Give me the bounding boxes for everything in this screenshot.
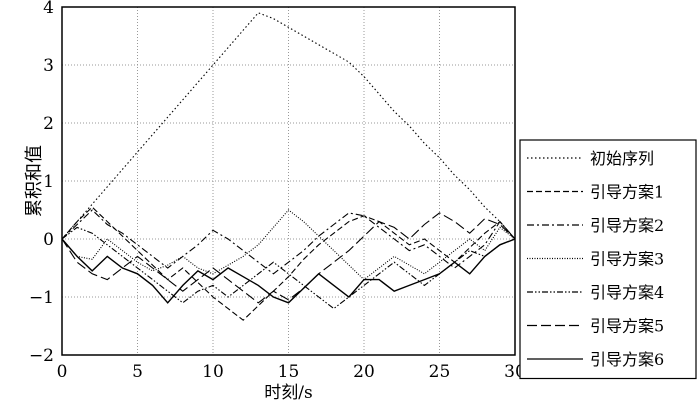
legend-label: 引导方案1: [590, 183, 664, 202]
x-axis-label: 时刻/s: [264, 383, 312, 403]
series-line: [61, 209, 516, 281]
legend-label: 引导方案4: [590, 283, 664, 302]
legend-label: 初始序列: [590, 149, 654, 168]
y-tick-label: 4: [43, 0, 54, 18]
series-line: [61, 212, 516, 304]
series-line: [61, 209, 516, 275]
y-tick-label: 3: [43, 56, 54, 76]
y-tick-label: 0: [43, 230, 54, 250]
plot-frame: [61, 6, 516, 356]
legend-box: [519, 139, 697, 380]
y-tick-label: −1: [29, 288, 54, 308]
x-tick-label: 0: [57, 362, 68, 382]
y-tick-label: 2: [43, 114, 54, 134]
x-tick-label: 25: [429, 362, 451, 382]
x-tick-label: 20: [353, 362, 375, 382]
legend-label: 引导方案3: [590, 250, 664, 269]
y-axis-label: 累积和值: [24, 145, 45, 217]
legend-label: 引导方案5: [590, 317, 664, 336]
x-tick-label: 10: [202, 362, 224, 382]
y-tick-label: 1: [43, 172, 54, 192]
legend-label: 引导方案6: [590, 350, 664, 369]
y-tick-label: −2: [29, 346, 54, 366]
series-line: [61, 238, 516, 304]
series-line: [61, 206, 516, 321]
x-tick-label: 15: [278, 362, 300, 382]
series-line: [61, 12, 516, 240]
legend-label: 引导方案2: [590, 216, 664, 235]
x-tick-label: 5: [132, 362, 143, 382]
